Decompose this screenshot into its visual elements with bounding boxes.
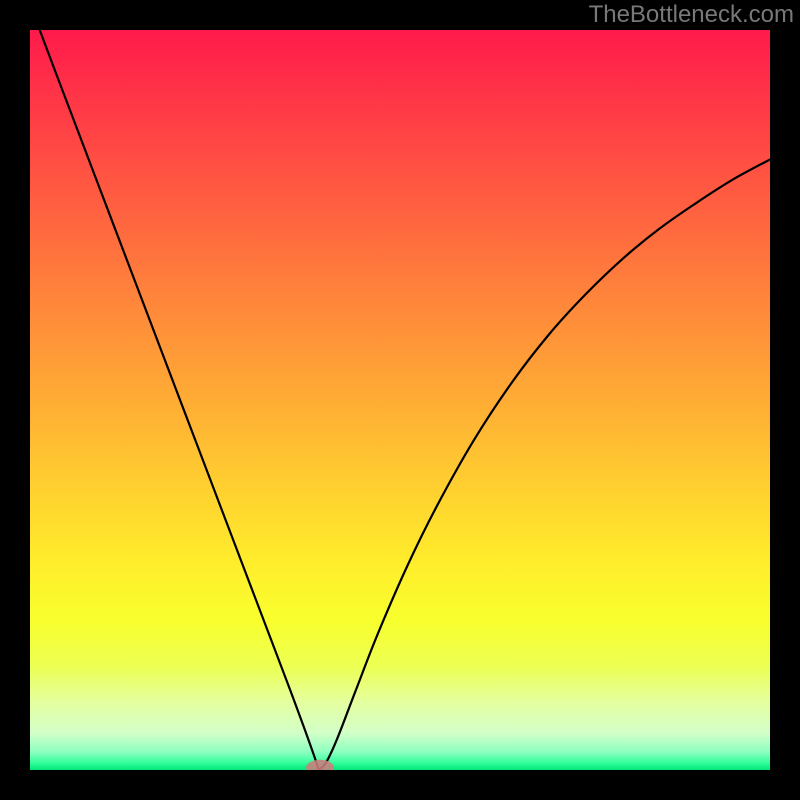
bottleneck-chart: TheBottleneck.com xyxy=(0,0,800,800)
chart-plot-area xyxy=(30,30,770,770)
watermark-text: TheBottleneck.com xyxy=(589,1,794,28)
